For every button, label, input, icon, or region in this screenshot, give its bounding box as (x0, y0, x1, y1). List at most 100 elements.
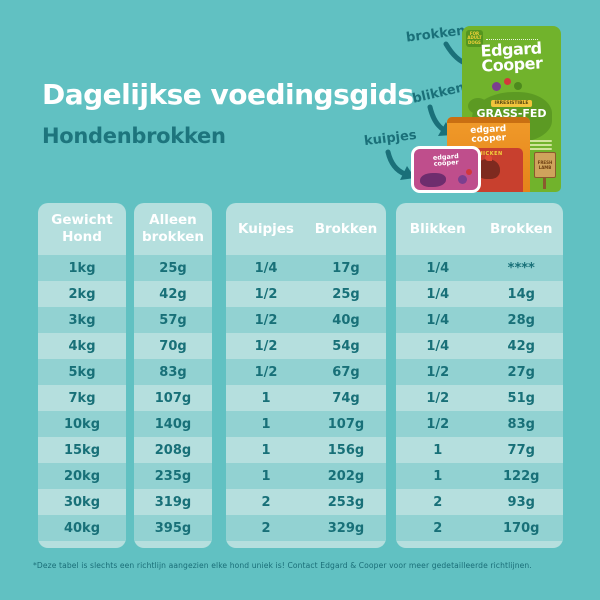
cell-tubs: 1/2 (254, 338, 278, 354)
cell-kibble_only: 42g (159, 286, 187, 302)
cell-cans_kibble: **** (507, 260, 535, 276)
cell-kibble_only: 83g (159, 364, 187, 380)
berry-icon (504, 78, 511, 85)
cell-cans_kibble: 77g (507, 442, 535, 458)
weight-panel-rows: 1kg 2kg 3kg 4kg 5kg 7kg 10kg 15kg 20kg 30kg 40kg (38, 255, 126, 541)
table-row: 3kg (38, 307, 126, 333)
cell-tubs: 1 (261, 390, 271, 406)
cell-kibble_only: 235g (154, 468, 192, 484)
bag-ribbon: IRRESISTIBLE (490, 100, 533, 107)
table-row: 395g (134, 515, 212, 541)
table-row: 1/4 42g (396, 333, 563, 359)
berry-icon (466, 169, 472, 175)
cell-cans: 2 (433, 494, 443, 510)
table-row: 1/2 83g (396, 411, 563, 437)
cell-cans: 1/4 (426, 338, 450, 354)
table-row: 4kg (38, 333, 126, 359)
cell-tubs_kibble: 329g (327, 520, 365, 536)
kibble-only-panel: Alleen brokken 25g 42g 57g 70g 83g 107g 140g 20… (134, 203, 212, 548)
table-row: 1 74g (226, 385, 386, 411)
tubs-panel-rows: 1/4 17g 1/2 25g 1/2 40g 1/2 54g 1/2 67g 1 74g 1 107g 1… (226, 255, 386, 541)
cell-cans: 1/4 (426, 286, 450, 302)
cell-cans: 1/4 (426, 260, 450, 276)
table-row: 15kg (38, 437, 126, 463)
tubs-kibble-column-header: Brokken (314, 220, 378, 237)
table-row: 107g (134, 385, 212, 411)
cell-weight: 4kg (68, 338, 96, 354)
page-title: Dagelijkse voedingsgids (42, 78, 414, 111)
cell-kibble_only: 57g (159, 312, 187, 328)
cell-cans_kibble: 14g (507, 286, 535, 302)
tub-lid: edgard cooper (414, 149, 478, 190)
cell-tubs: 1 (261, 468, 271, 484)
cans-kibble-column-header: Brokken (489, 220, 553, 237)
table-row: 1/2 27g (396, 359, 563, 385)
cell-tubs_kibble: 40g (332, 312, 360, 328)
cell-cans_kibble: 83g (507, 416, 535, 432)
cell-weight: 30kg (63, 494, 101, 510)
table-row: 1/2 51g (396, 385, 563, 411)
cell-cans_kibble: 170g (503, 520, 540, 536)
tubs-panel-header: Kuipjes Brokken (226, 203, 386, 255)
cell-cans: 1/2 (426, 364, 450, 380)
berry-icon (492, 82, 501, 91)
cell-tubs: 1 (261, 442, 271, 458)
table-row: 2 329g (226, 515, 386, 541)
cell-tubs_kibble: 67g (332, 364, 360, 380)
cell-kibble_only: 319g (154, 494, 192, 510)
cans-callout-label: blikken (410, 80, 467, 107)
table-row: 2 170g (396, 515, 563, 541)
cell-weight: 10kg (63, 416, 101, 432)
table-row: 20kg (38, 463, 126, 489)
feeding-table: Gewicht Hond 1kg 2kg 3kg 4kg 5kg 7kg 10kg 15kg 2… (38, 203, 563, 548)
table-row: 208g (134, 437, 212, 463)
cell-tubs_kibble: 74g (332, 390, 360, 406)
page-subtitle: Hondenbrokken (42, 124, 226, 148)
table-row: 1 202g (226, 463, 386, 489)
cell-cans: 1/4 (426, 312, 450, 328)
cell-cans_kibble: 27g (507, 364, 535, 380)
chicken-icon (476, 155, 500, 179)
table-row: 1/4 14g (396, 281, 563, 307)
table-row: 319g (134, 489, 212, 515)
tub-artwork (420, 173, 446, 187)
table-row: 1/2 67g (226, 359, 386, 385)
cell-cans_kibble: 28g (507, 312, 535, 328)
food-tub: edgard cooper (411, 146, 481, 193)
cell-tubs_kibble: 253g (327, 494, 365, 510)
cans-column-header: Blikken (409, 220, 466, 237)
weight-panel: Gewicht Hond 1kg 2kg 3kg 4kg 5kg 7kg 10kg 15kg 2… (38, 203, 126, 548)
cell-kibble_only: 107g (154, 390, 192, 406)
bag-corner-tag: FOR ADULT DOGS (466, 30, 483, 47)
table-row: 1kg (38, 255, 126, 281)
table-row: 1/4 **** (396, 255, 563, 281)
cell-kibble_only: 395g (154, 520, 192, 536)
table-row: 1 107g (226, 411, 386, 437)
table-row: 10kg (38, 411, 126, 437)
cell-weight: 5kg (68, 364, 96, 380)
table-row: 83g (134, 359, 212, 385)
bag-decorative-line (486, 36, 538, 40)
cell-tubs: 1/4 (254, 260, 278, 276)
cell-tubs: 2 (261, 494, 271, 510)
table-row: 70g (134, 333, 212, 359)
cell-weight: 20kg (63, 468, 101, 484)
tubs-panel: Kuipjes Brokken 1/4 17g 1/2 25g 1/2 40g 1/2 54g… (226, 203, 386, 548)
cell-cans_kibble: 122g (503, 468, 540, 484)
tubs-column-header: Kuipjes (238, 220, 294, 237)
cell-weight: 40kg (63, 520, 101, 536)
can-variety-name: CHICKEN (474, 151, 503, 157)
table-row: 42g (134, 281, 212, 307)
berry-icon (458, 175, 467, 184)
table-row: 1 156g (226, 437, 386, 463)
cell-weight: 15kg (63, 442, 101, 458)
table-row: 2kg (38, 281, 126, 307)
table-row: 235g (134, 463, 212, 489)
cell-weight: 1kg (68, 260, 96, 276)
table-row: 1/2 54g (226, 333, 386, 359)
table-row: 1 77g (396, 437, 563, 463)
cell-cans: 1/2 (426, 390, 450, 406)
cell-tubs: 2 (261, 520, 271, 536)
cell-tubs_kibble: 25g (332, 286, 360, 302)
